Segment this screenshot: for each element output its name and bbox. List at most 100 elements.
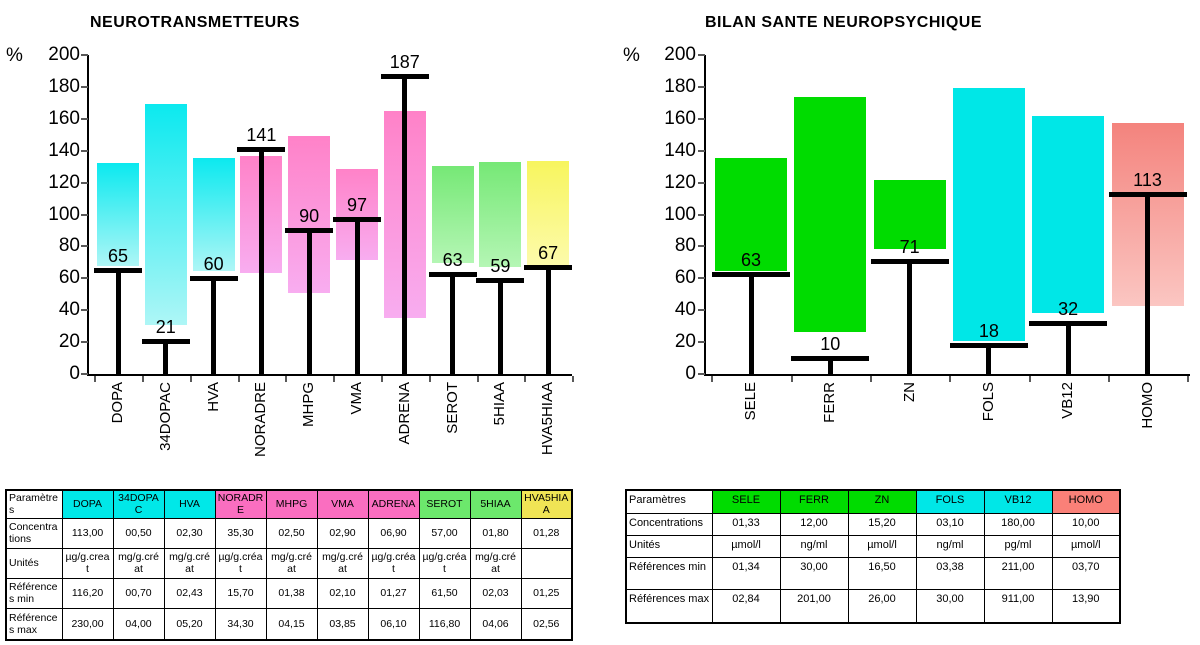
table-cell: 06,90 <box>367 517 420 549</box>
table-cell: pg/ml <box>983 534 1053 558</box>
table-row-label: Références min <box>5 577 63 609</box>
x-tick <box>572 376 575 382</box>
y-tick <box>81 181 88 184</box>
value-label-fols: 18 <box>978 321 999 342</box>
x-tick <box>237 376 240 382</box>
y-tick-label: 0 <box>685 363 696 384</box>
table-row: Paramètres DOPA 34DOPAC HVA NORADRE MHPG VMA AD… <box>5 489 573 519</box>
category-label-serot: SEROT <box>443 382 461 434</box>
category-label-ferr: FERR <box>821 382 839 423</box>
x-tick <box>189 376 192 382</box>
y-tick-label: 80 <box>58 235 80 257</box>
y-axis-line <box>704 55 706 376</box>
table-cell: 35,30 <box>214 517 267 549</box>
value-label-adrena: 187 <box>389 51 420 72</box>
category-label-vma: VMA <box>348 382 365 415</box>
table-cell: µmol/l <box>847 534 917 558</box>
y-tick-label: 40 <box>674 299 696 321</box>
marker-cap-mhpg <box>285 228 334 234</box>
marker-cap-fols <box>949 343 1028 349</box>
table-column-header: VMA <box>316 489 369 519</box>
marker-stem-5hiaa <box>497 279 503 374</box>
table-cell: 30,00 <box>915 588 985 624</box>
category-label-zn: ZN <box>900 382 918 402</box>
table-cell: 10,00 <box>1051 512 1121 536</box>
y-tick <box>81 213 88 216</box>
x-tick <box>141 376 144 382</box>
range-bar-hva5hiaa <box>526 159 571 270</box>
marker-cap-34dopac <box>141 338 190 344</box>
table-row: Paramètres SELE FERR ZN FOLS VB12 HOMO <box>625 489 1121 514</box>
table-cell: 180,00 <box>983 512 1053 536</box>
table-row: Références max 230,00 04,00 05,20 34,30 04,15… <box>5 607 573 641</box>
table-row: Références min 116,20 00,70 02,43 15,70 01,38… <box>5 577 573 609</box>
table-cell: 211,00 <box>983 556 1053 590</box>
y-tick <box>81 54 88 56</box>
table-cell: 201,00 <box>779 588 849 624</box>
table-row-label: Unités <box>625 534 713 558</box>
table-cell: 03,38 <box>915 556 985 590</box>
x-tick <box>711 376 714 382</box>
y-tick <box>81 309 88 312</box>
table-row-label: Paramètres <box>5 489 63 519</box>
value-label-vma: 97 <box>346 195 368 216</box>
value-label-ferr: 10 <box>820 334 841 355</box>
table-column-header: MHPG <box>265 489 318 519</box>
table-cell: 03,70 <box>1051 556 1121 590</box>
table-cell: mg/g.créat <box>163 547 216 579</box>
table-cell: 06,10 <box>367 607 420 641</box>
table-cell: 03,10 <box>915 512 985 536</box>
table-column-header: DOPA <box>61 489 114 519</box>
y-tick <box>698 341 705 344</box>
table-cell: ng/ml <box>779 534 849 558</box>
x-tick <box>428 376 431 382</box>
y-tick-label: 140 <box>48 139 80 161</box>
table-row: Références min 01,34 30,00 16,50 03,38 211,00… <box>625 556 1121 590</box>
value-label-34dopac: 21 <box>155 316 176 337</box>
range-bar-ferr <box>793 96 868 333</box>
table-cell: 30,00 <box>779 556 849 590</box>
y-tick-label: 100 <box>48 203 80 225</box>
table-cell: 04,06 <box>469 607 522 641</box>
table-cell: 230,00 <box>61 607 114 641</box>
y-tick-label: 60 <box>58 267 80 289</box>
y-axis-unit-label: % <box>6 45 23 66</box>
marker-cap-serot <box>428 271 477 277</box>
category-label-sele: SELE <box>742 382 759 421</box>
range-bar-hva <box>191 156 236 273</box>
table-column-header: ADRENA <box>367 489 420 519</box>
y-tick <box>81 373 88 375</box>
table-row-label: Concentrations <box>625 512 713 536</box>
marker-stem-34dopac <box>163 340 169 374</box>
value-label-5hiaa: 59 <box>490 255 511 276</box>
y-tick-label: 60 <box>674 267 696 289</box>
table-cell: mg/g.créat <box>265 547 318 579</box>
table-cell: 61,50 <box>418 577 471 609</box>
category-label-adrena: ADRENA <box>395 382 413 445</box>
table-cell: µg/g.créat <box>418 547 471 579</box>
table-cell: 01,27 <box>367 577 420 609</box>
y-tick <box>81 341 88 344</box>
y-tick <box>698 85 705 88</box>
table-row-label: Unités <box>5 547 63 579</box>
y-axis-unit-label: % <box>623 45 640 66</box>
category-label-hva5hiaa: HVA5HIAA <box>539 382 557 456</box>
marker-stem-sele <box>748 273 754 374</box>
value-label-zn: 71 <box>899 236 920 257</box>
category-label-vb12: VB12 <box>1059 382 1077 419</box>
x-tick <box>333 376 336 382</box>
table-cell: 02,90 <box>316 517 369 549</box>
table-row: Unités µg/g.creat mg/g.créat mg/g.créat µg/g… <box>5 547 573 579</box>
x-tick <box>949 376 952 382</box>
value-label-mhpg: 90 <box>299 206 320 227</box>
table-cell: 34,30 <box>214 607 267 641</box>
table-cell: 00,50 <box>112 517 165 549</box>
table-cell: 05,20 <box>163 607 216 641</box>
marker-cap-hva5hiaa <box>524 265 573 271</box>
table-cell: 00,70 <box>112 577 165 609</box>
table-column-header: 34DOPAC <box>112 489 165 519</box>
y-tick <box>81 149 88 152</box>
table-cell: µg/g.créat <box>214 547 267 579</box>
marker-stem-hva5hiaa <box>545 267 551 374</box>
table-cell: 15,70 <box>214 577 267 609</box>
